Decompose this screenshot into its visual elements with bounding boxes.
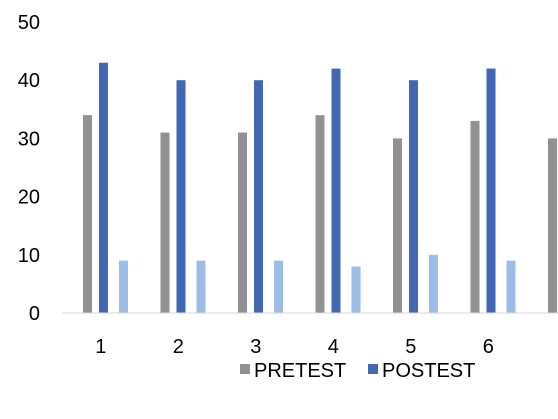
y-tick-label: 30 [18, 128, 40, 150]
bar-series-3-category-2 [196, 260, 206, 313]
x-tick-label: 6 [483, 336, 494, 358]
legend: PRETEST POSTEST [240, 360, 475, 382]
legend-label-postest: POSTEST [382, 360, 475, 382]
y-axis-tick-labels: 0 10 20 30 40 50 [18, 12, 40, 325]
y-tick-label: 20 [18, 187, 40, 209]
legend-swatch-postest [368, 364, 378, 374]
x-tick-label: 5 [405, 336, 416, 358]
bar-series-2-category-2 [176, 80, 186, 313]
x-tick-label: 3 [250, 336, 261, 358]
bar-series-1-category-3 [238, 132, 247, 313]
legend-swatch-pretest [240, 364, 250, 374]
x-tick-label: 4 [328, 336, 339, 358]
bar-series-3-category-3 [274, 260, 283, 313]
y-tick-label: 40 [18, 70, 40, 92]
y-tick-label: 50 [18, 12, 40, 34]
bar-series-1-category-4 [315, 115, 325, 314]
bar-series-3-category-5 [429, 254, 438, 313]
bar-series-3-category-4 [351, 266, 361, 313]
bar-series-2-category-5 [409, 80, 418, 313]
bar-series-2-category-4 [331, 68, 341, 313]
y-tick-label: 0 [29, 303, 40, 325]
legend-label-pretest: PRETEST [254, 360, 346, 382]
bar-series-2-category-6 [486, 68, 496, 313]
bars [83, 62, 557, 314]
bar-series-3-category-6 [506, 260, 516, 313]
bar-series-1-category-2 [160, 132, 170, 313]
bar-series-1-category-1 [83, 115, 92, 314]
bar-series-1-category-7 [548, 138, 557, 313]
x-tick-label: 1 [95, 336, 106, 358]
bar-series-3-category-1 [119, 260, 128, 313]
y-tick-label: 10 [18, 245, 40, 267]
bar-series-2-category-1 [99, 62, 108, 313]
bar-series-1-category-5 [393, 138, 402, 313]
bar-series-1-category-6 [470, 120, 480, 313]
bar-series-2-category-3 [254, 80, 263, 313]
x-axis-tick-labels: 1234567 [95, 336, 494, 358]
x-tick-label: 2 [173, 336, 184, 358]
